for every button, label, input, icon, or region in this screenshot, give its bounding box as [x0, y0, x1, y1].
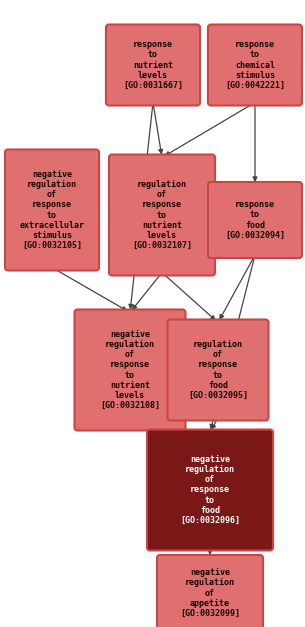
Text: regulation
of
response
to
nutrient
levels
[GO:0032107]: regulation of response to nutrient level…	[132, 181, 192, 250]
Text: negative
regulation
of
response
to
extracellular
stimulus
[GO:0032105]: negative regulation of response to extra…	[20, 171, 84, 250]
FancyBboxPatch shape	[147, 429, 273, 551]
Text: response
to
chemical
stimulus
[GO:0042221]: response to chemical stimulus [GO:004222…	[225, 40, 285, 90]
FancyBboxPatch shape	[5, 149, 99, 270]
FancyBboxPatch shape	[109, 154, 215, 275]
FancyBboxPatch shape	[106, 24, 200, 105]
Text: response
to
nutrient
levels
[GO:0031667]: response to nutrient levels [GO:0031667]	[123, 40, 183, 90]
FancyBboxPatch shape	[208, 24, 302, 105]
Text: negative
regulation
of
appetite
[GO:0032099]: negative regulation of appetite [GO:0032…	[180, 569, 240, 618]
FancyBboxPatch shape	[74, 310, 185, 431]
Text: response
to
food
[GO:0032094]: response to food [GO:0032094]	[225, 201, 285, 240]
Text: negative
regulation
of
response
to
nutrient
levels
[GO:0032108]: negative regulation of response to nutri…	[100, 330, 160, 409]
FancyBboxPatch shape	[157, 555, 263, 627]
FancyBboxPatch shape	[167, 320, 268, 421]
Text: negative
regulation
of
response
to
food
[GO:0032096]: negative regulation of response to food …	[180, 455, 240, 525]
FancyBboxPatch shape	[208, 182, 302, 258]
Text: regulation
of
response
to
food
[GO:0032095]: regulation of response to food [GO:00320…	[188, 340, 248, 399]
